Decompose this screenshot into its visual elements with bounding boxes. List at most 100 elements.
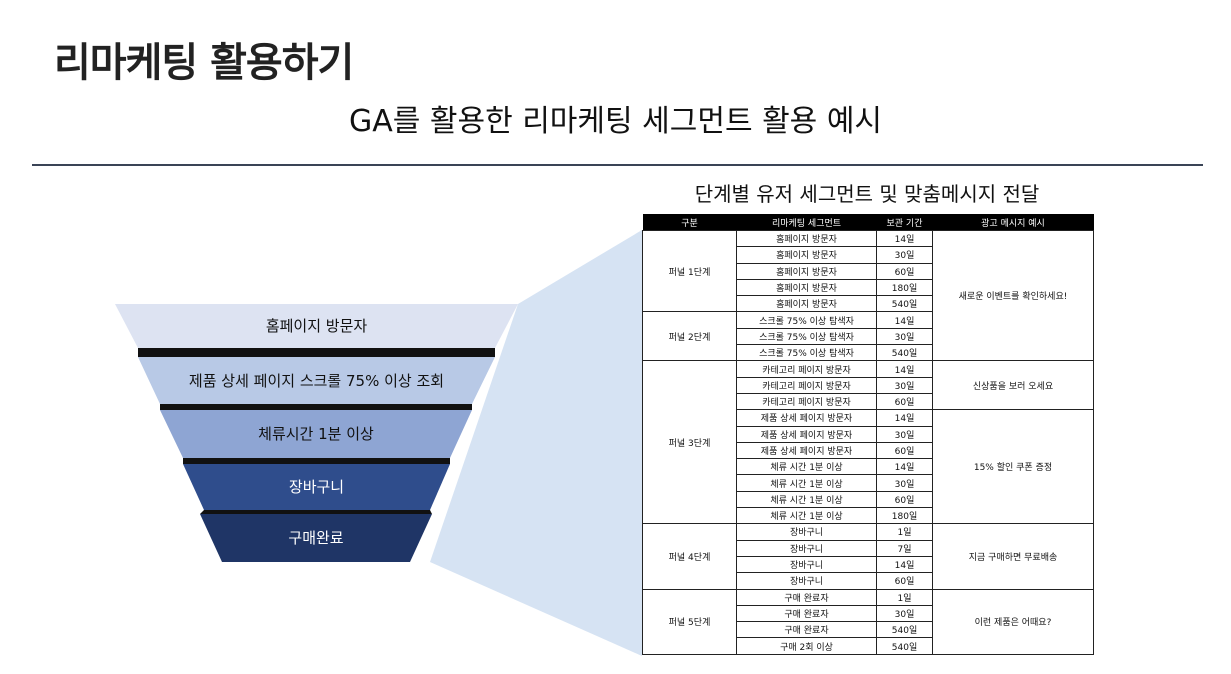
segment-cell: 장바구니: [736, 539, 877, 557]
segment-cell: 구매 완료자: [736, 604, 877, 623]
period-cell: 540일: [876, 295, 933, 313]
segment-cell: 제품 상세 페이지 방문자: [736, 409, 877, 427]
funnel-layer-1: [115, 304, 518, 348]
period-cell: 1일: [876, 523, 933, 541]
page-title: 리마케팅 활용하기: [54, 40, 354, 86]
message-cell: 이런 제품은 어때요?: [932, 588, 1094, 655]
table-row: 제품 상세 페이지 방문자 30일: [643, 425, 1094, 443]
funnel-separator: [200, 510, 432, 514]
funnel-separator: [160, 404, 472, 410]
segment-cell: 홈페이지 방문자: [736, 262, 877, 280]
segment-cell: 홈페이지 방문자: [736, 278, 877, 297]
period-cell: 180일: [876, 507, 933, 525]
funnel-label-3: 체류시간 1분 이상: [258, 425, 374, 443]
period-cell: 540일: [876, 344, 933, 362]
segment-cell: 장바구니: [736, 555, 877, 574]
funnel-layer-2: [138, 357, 495, 404]
segment-cell: 체류 시간 1분 이상: [736, 507, 877, 525]
table-row: 제품 상세 페이지 방문자 60일: [643, 441, 1094, 460]
table-row: 구매 2회 이상 540일: [643, 637, 1094, 655]
period-cell: 60일: [876, 441, 933, 460]
funnel-separator: [183, 458, 450, 464]
header-category: 구분: [642, 214, 737, 231]
stage-cell: 퍼널 1단계: [642, 229, 737, 313]
period-cell: 60일: [876, 392, 933, 411]
segment-cell: 체류 시간 1분 이상: [736, 490, 877, 509]
period-cell: 14일: [876, 311, 933, 329]
segment-table: 구분 리마케팅 세그먼트 보관 기간 광고 메시지 예시 퍼널 1단계 홈페이지 …: [642, 214, 1094, 655]
message-cell: 신상품을 보러 오세요: [932, 360, 1094, 411]
message-cell: 새로운 이벤트를 확인하세요!: [932, 229, 1094, 362]
header-segment: 리마케팅 세그먼트: [736, 214, 877, 231]
period-cell: 60일: [876, 490, 933, 509]
stage-cell: 퍼널 5단계: [642, 588, 737, 655]
page-subtitle: GA를 활용한 리마케팅 세그먼트 활용 예시: [348, 104, 883, 139]
table-row: 홈페이지 방문자 60일: [643, 262, 1094, 280]
period-cell: 540일: [876, 637, 933, 655]
table-row: 카테고리 페이지 방문자 30일: [643, 376, 1094, 394]
period-cell: 180일: [876, 278, 933, 297]
message-cell: 15% 할인 쿠폰 증정: [932, 409, 1094, 525]
segment-cell: 스크롤 75% 이상 탐색자: [736, 327, 877, 346]
funnel-layer-4: [183, 464, 450, 510]
table-row: 퍼널 3단계 카테고리 페이지 방문자 14일 신상품을 보러 오세요: [642, 360, 1094, 525]
period-cell: 1일: [876, 588, 933, 606]
segment-cell: 체류 시간 1분 이상: [736, 458, 877, 476]
period-cell: 30일: [876, 604, 933, 623]
period-cell: 30일: [876, 425, 933, 443]
table-row: 스크롤 75% 이상 탐색자 30일: [643, 327, 1094, 346]
table-row: 홈페이지 방문자 180일: [643, 278, 1094, 297]
period-cell: 14일: [876, 555, 933, 574]
period-cell: 30일: [876, 474, 933, 492]
table-row: 퍼널 1단계 홈페이지 방문자 14일 새로운 이벤트를 확인하세요!: [642, 229, 1094, 362]
period-cell: 7일: [876, 539, 933, 557]
segment-cell: 장바구니: [736, 572, 877, 590]
funnel-label-1: 홈페이지 방문자: [265, 317, 368, 335]
stage-cell: 퍼널 4단계: [642, 523, 737, 590]
table-row: 퍼널 2단계 스크롤 75% 이상 탐색자 14일: [642, 311, 1094, 362]
stage-cell: 퍼널 2단계: [642, 311, 737, 362]
period-cell: 540일: [876, 621, 933, 639]
segment-cell: 제품 상세 페이지 방문자: [736, 425, 877, 443]
funnel-label-5: 구매완료: [288, 529, 344, 547]
segment-cell: 홈페이지 방문자: [736, 229, 877, 248]
message-cell: 지금 구매하면 무료배송: [932, 523, 1094, 590]
segment-cell: 구매 2회 이상: [736, 637, 877, 655]
segment-cell: 홈페이지 방문자: [736, 295, 877, 313]
segment-cell: 구매 완료자: [736, 588, 877, 606]
period-cell: 14일: [876, 409, 933, 427]
segment-cell: 카테고리 페이지 방문자: [736, 392, 877, 411]
segment-cell: 제품 상세 페이지 방문자: [736, 441, 877, 460]
period-cell: 60일: [876, 572, 933, 590]
period-cell: 14일: [876, 229, 933, 248]
header-period: 보관 기간: [876, 214, 933, 231]
funnel-separator: [138, 348, 495, 357]
funnel-label-4: 장바구니: [288, 478, 345, 496]
funnel-cone: [430, 230, 642, 656]
segment-cell: 카테고리 페이지 방문자: [736, 360, 877, 378]
funnel-layer-3: [160, 410, 472, 458]
segment-cell: 구매 완료자: [736, 621, 877, 639]
funnel-layer-5: [200, 514, 432, 562]
table-row: 카테고리 페이지 방문자 60일: [643, 392, 1094, 411]
table-row: 퍼널 5단계 구매 완료자 1일 이런 제품은 어때요?: [642, 588, 1094, 655]
table-row: 체류 시간 1분 이상 180일: [643, 507, 1094, 525]
segment-cell: 홈페이지 방문자: [736, 246, 877, 264]
table-row: 제품 상세 페이지 방문자 14일 15% 할인 쿠폰 증정: [643, 409, 1094, 525]
table-row: 장바구니 60일: [643, 572, 1094, 590]
segment-cell: 스크롤 75% 이상 탐색자: [736, 344, 877, 362]
segment-cell: 스크롤 75% 이상 탐색자: [736, 311, 877, 329]
period-cell: 14일: [876, 360, 933, 378]
segment-cell: 장바구니: [736, 523, 877, 541]
period-cell: 30일: [876, 246, 933, 264]
funnel-label-2: 제품 상세 페이지 스크롤 75% 이상 조회: [188, 371, 445, 390]
period-cell: 60일: [876, 262, 933, 280]
period-cell: 30일: [876, 376, 933, 394]
segment-cell: 체류 시간 1분 이상: [736, 474, 877, 492]
table-heading: 단계별 유저 세그먼트 및 맞춤메시지 전달: [694, 182, 1040, 206]
period-cell: 14일: [876, 458, 933, 476]
period-cell: 30일: [876, 327, 933, 346]
divider: [32, 164, 1203, 166]
header-message: 광고 메시지 예시: [932, 214, 1094, 231]
